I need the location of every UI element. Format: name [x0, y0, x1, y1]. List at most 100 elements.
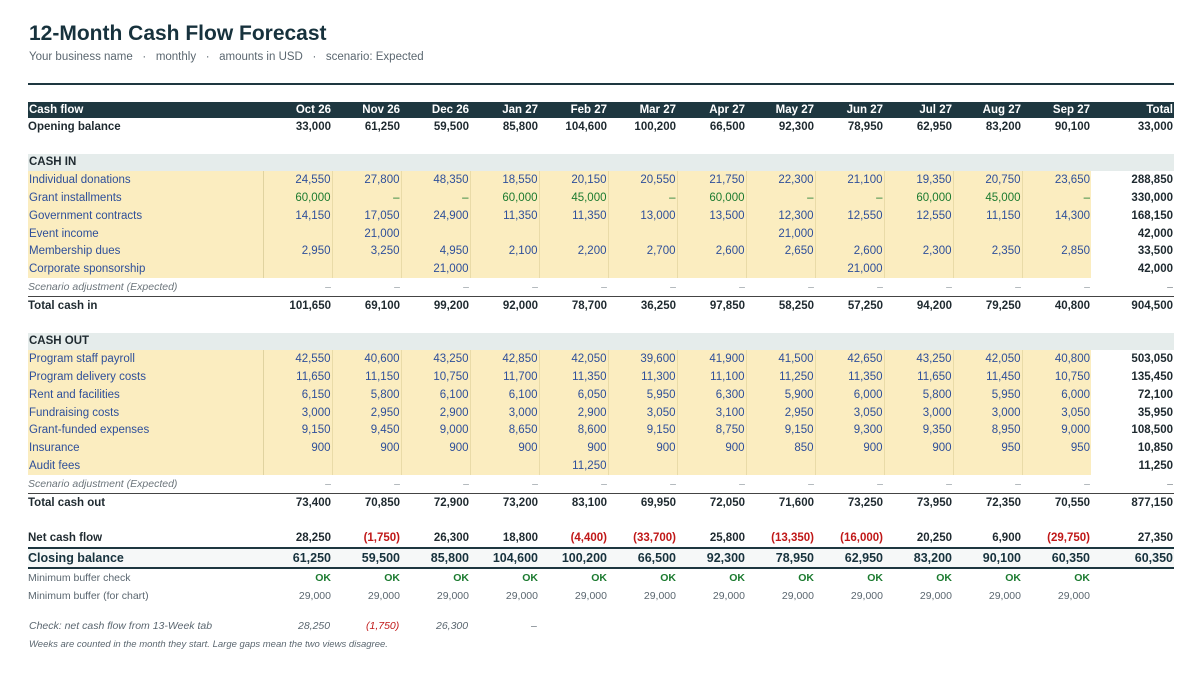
cash-in-row-cell[interactable]: [262, 224, 332, 243]
cash-out-row-cell[interactable]: [400, 457, 470, 475]
cash-in-row-cell[interactable]: [262, 260, 332, 279]
cash-in-row-cell[interactable]: [745, 260, 815, 279]
cash-in-row-cell[interactable]: 12,300: [745, 206, 815, 225]
cash-out-row-cell[interactable]: 42,550: [262, 350, 332, 369]
cash-out-row-cell[interactable]: 9,000: [400, 421, 470, 440]
cash-out-row-cell[interactable]: 3,050: [607, 403, 677, 422]
cash-out-row-cell[interactable]: 900: [538, 439, 608, 458]
cash-out-row-cell[interactable]: 42,650: [814, 350, 884, 369]
cash-in-row-cell[interactable]: 21,000: [400, 260, 470, 279]
cash-out-row-cell[interactable]: 8,950: [952, 421, 1022, 440]
cash-in-row-cell[interactable]: 14,300: [1021, 206, 1091, 225]
cash-out-row-cell[interactable]: 41,900: [676, 350, 746, 369]
cash-in-row-cell[interactable]: 20,150: [538, 171, 608, 190]
cash-out-row-cell[interactable]: 11,350: [814, 368, 884, 386]
cash-out-row-cell[interactable]: 11,350: [538, 368, 608, 386]
cash-out-row-cell[interactable]: 11,250: [745, 368, 815, 386]
cash-out-row-cell[interactable]: 9,350: [883, 421, 953, 440]
cash-in-row-cell[interactable]: 21,000: [814, 260, 884, 279]
cash-out-row-cell[interactable]: 43,250: [400, 350, 470, 369]
cash-in-row-cell[interactable]: [952, 224, 1022, 243]
cash-in-row-cell[interactable]: [814, 224, 884, 243]
cash-out-row-cell[interactable]: 900: [814, 439, 884, 458]
cash-out-row-cell[interactable]: [262, 457, 332, 475]
cash-in-row-cell[interactable]: [1021, 260, 1091, 279]
cash-out-row-cell[interactable]: 6,100: [469, 385, 539, 404]
cash-in-row-cell[interactable]: 2,600: [814, 242, 884, 261]
cash-out-row-cell[interactable]: 11,650: [883, 368, 953, 386]
cash-in-row-cell[interactable]: [952, 260, 1022, 279]
cash-in-row-cell[interactable]: 23,650: [1021, 171, 1091, 190]
cash-out-row-cell[interactable]: 6,100: [400, 385, 470, 404]
cash-in-row-cell[interactable]: [331, 260, 401, 279]
cash-out-row-cell[interactable]: 2,950: [331, 403, 401, 422]
cash-out-row-cell[interactable]: 3,000: [883, 403, 953, 422]
cash-out-row-cell[interactable]: 3,000: [952, 403, 1022, 422]
cash-out-row-cell[interactable]: 11,650: [262, 368, 332, 386]
cash-out-row-cell[interactable]: 9,000: [1021, 421, 1091, 440]
cash-out-row-cell[interactable]: 900: [607, 439, 677, 458]
cash-in-row-cell[interactable]: 22,300: [745, 171, 815, 190]
cash-out-row-cell[interactable]: 6,300: [676, 385, 746, 404]
cash-out-row-cell[interactable]: 3,050: [1021, 403, 1091, 422]
cash-out-row-cell[interactable]: 2,950: [745, 403, 815, 422]
cash-out-row-cell[interactable]: 42,050: [538, 350, 608, 369]
cash-in-row-cell[interactable]: 60,000: [883, 189, 953, 207]
cash-in-row-cell[interactable]: 2,300: [883, 242, 953, 261]
cash-out-row-cell[interactable]: 9,150: [745, 421, 815, 440]
cash-out-row-cell[interactable]: 10,750: [1021, 368, 1091, 386]
cash-in-row-cell[interactable]: 21,100: [814, 171, 884, 190]
cash-in-row-cell[interactable]: 14,150: [262, 206, 332, 225]
cash-out-row-cell[interactable]: [952, 457, 1022, 475]
cash-in-row-cell[interactable]: [469, 224, 539, 243]
cash-out-row-cell[interactable]: 3,000: [469, 403, 539, 422]
cash-in-row-cell[interactable]: 60,000: [676, 189, 746, 207]
cash-in-row-cell[interactable]: 60,000: [262, 189, 332, 207]
cash-out-row-cell[interactable]: [1021, 457, 1091, 475]
cash-out-row-cell[interactable]: 900: [331, 439, 401, 458]
cash-out-row-cell[interactable]: 11,450: [952, 368, 1022, 386]
cash-in-row-cell[interactable]: 3,250: [331, 242, 401, 261]
cash-out-row-cell[interactable]: 5,900: [745, 385, 815, 404]
cash-in-row-cell[interactable]: 17,050: [331, 206, 401, 225]
cash-in-row-cell[interactable]: 2,700: [607, 242, 677, 261]
cash-in-row-cell[interactable]: 4,950: [400, 242, 470, 261]
cash-out-row-cell[interactable]: 41,500: [745, 350, 815, 369]
cash-in-row-cell[interactable]: –: [814, 189, 884, 207]
cash-in-row-cell[interactable]: 2,650: [745, 242, 815, 261]
cash-in-row-cell[interactable]: [469, 260, 539, 279]
cash-out-row-cell[interactable]: 42,050: [952, 350, 1022, 369]
cash-in-row-cell[interactable]: 24,900: [400, 206, 470, 225]
cash-out-row-cell[interactable]: 9,150: [262, 421, 332, 440]
cash-out-row-cell[interactable]: [331, 457, 401, 475]
cash-in-row-cell[interactable]: 21,000: [745, 224, 815, 243]
cash-out-row-cell[interactable]: 8,750: [676, 421, 746, 440]
cash-in-row-cell[interactable]: 21,000: [331, 224, 401, 243]
cash-out-row-cell[interactable]: 11,250: [538, 457, 608, 475]
cash-in-row-cell[interactable]: 27,800: [331, 171, 401, 190]
cash-in-row-cell[interactable]: –: [1021, 189, 1091, 207]
cash-out-row-cell[interactable]: 6,150: [262, 385, 332, 404]
cash-in-row-cell[interactable]: 19,350: [883, 171, 953, 190]
cash-in-row-cell[interactable]: –: [607, 189, 677, 207]
cash-out-row-cell[interactable]: 9,450: [331, 421, 401, 440]
cash-out-row-cell[interactable]: 11,700: [469, 368, 539, 386]
cash-in-row-cell[interactable]: 12,550: [883, 206, 953, 225]
cash-out-row-cell[interactable]: 39,600: [607, 350, 677, 369]
cash-in-row-cell[interactable]: [883, 224, 953, 243]
cash-out-row-cell[interactable]: 9,150: [607, 421, 677, 440]
cash-out-row-cell[interactable]: 5,800: [331, 385, 401, 404]
cash-out-row-cell[interactable]: 850: [745, 439, 815, 458]
cash-in-row-cell[interactable]: [400, 224, 470, 243]
cash-out-row-cell[interactable]: 11,150: [331, 368, 401, 386]
cash-out-row-cell[interactable]: 6,000: [1021, 385, 1091, 404]
cash-out-row-cell[interactable]: [469, 457, 539, 475]
cash-in-row-cell[interactable]: 2,200: [538, 242, 608, 261]
cash-in-row-cell[interactable]: 2,950: [262, 242, 332, 261]
cash-in-row-cell[interactable]: 45,000: [538, 189, 608, 207]
cash-out-row-cell[interactable]: 6,050: [538, 385, 608, 404]
cash-out-row-cell[interactable]: [745, 457, 815, 475]
cash-in-row-cell[interactable]: [676, 260, 746, 279]
cash-in-row-cell[interactable]: 48,350: [400, 171, 470, 190]
cash-out-row-cell[interactable]: 900: [883, 439, 953, 458]
